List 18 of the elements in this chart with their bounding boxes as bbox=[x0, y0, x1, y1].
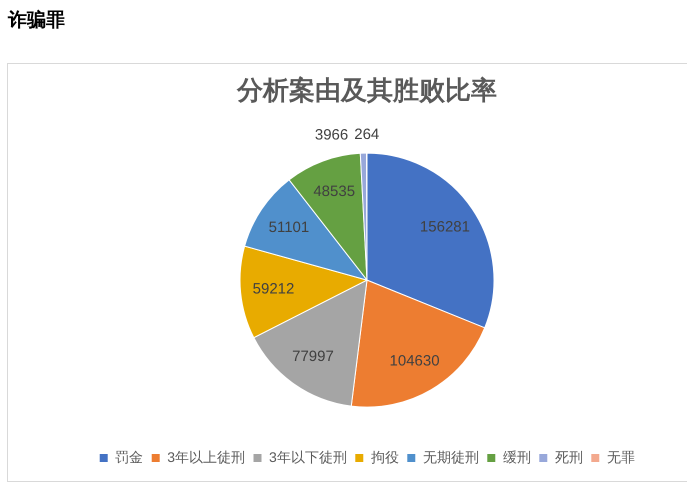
text: 诈骗罪 bbox=[8, 9, 65, 33]
data-label: 51101 bbox=[268, 218, 310, 236]
legend-label: 无罪 bbox=[606, 448, 635, 465]
data-label: 3966 bbox=[314, 126, 348, 144]
data-label: 77997 bbox=[292, 348, 334, 366]
legend-label: 罚金 bbox=[115, 448, 144, 465]
data-label: 104630 bbox=[390, 352, 440, 370]
data-label: 264 bbox=[354, 126, 380, 144]
legend-label: 拘役 bbox=[370, 448, 399, 465]
legend-label: 无期徒刑 bbox=[422, 448, 479, 465]
legend-label: 3年以下徒刑 bbox=[269, 448, 347, 465]
chart-title: 分析案由及其胜败比率 bbox=[236, 74, 497, 105]
data-label: 48535 bbox=[313, 183, 356, 200]
legend-label: 缓刑 bbox=[502, 448, 531, 465]
legend-label: 3年以上徒刑 bbox=[167, 448, 246, 465]
data-label: 156281 bbox=[420, 218, 470, 236]
data-label: 59212 bbox=[252, 280, 294, 298]
legend-label: 死刑 bbox=[554, 448, 583, 465]
